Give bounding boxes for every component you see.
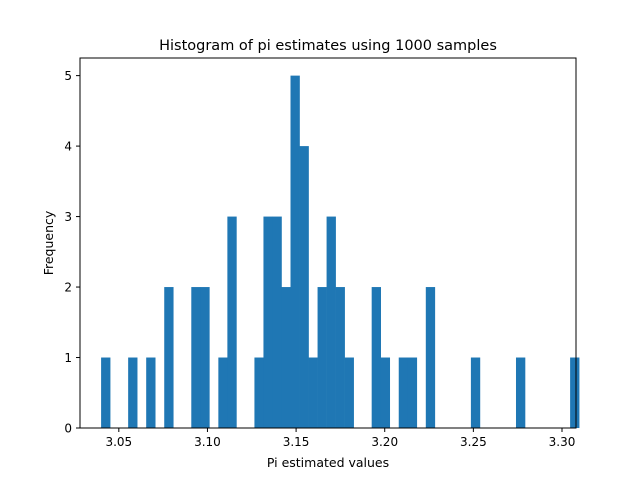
- y-tick-label: 0: [64, 422, 72, 436]
- histogram-bar: [146, 357, 156, 428]
- histogram-bar: [570, 357, 580, 428]
- x-tick-label: 3.05: [105, 435, 132, 449]
- histogram-bar: [515, 357, 526, 428]
- histogram-bar: [308, 357, 318, 428]
- histogram-bar: [344, 357, 354, 428]
- histogram-bar: [335, 287, 345, 428]
- x-tick-label: 3.15: [283, 435, 310, 449]
- histogram-bar: [317, 287, 327, 428]
- chart-title: Histogram of pi estimates using 1000 sam…: [159, 38, 497, 54]
- histogram-bar: [326, 216, 336, 428]
- histogram-bar: [299, 146, 309, 428]
- histogram-bar: [227, 216, 237, 428]
- x-tick-label: 3.10: [194, 435, 221, 449]
- histogram-bar: [101, 357, 111, 428]
- histogram-bar: [200, 287, 210, 428]
- x-tick-label: 3.30: [549, 435, 576, 449]
- y-tick-label: 4: [64, 140, 72, 154]
- histogram-bar: [425, 287, 436, 428]
- histogram-bar: [218, 357, 228, 428]
- plot-frame: [79, 57, 577, 429]
- x-axis-label: Pi estimated values: [267, 455, 389, 470]
- histogram-bar: [254, 357, 264, 428]
- histogram-bar: [398, 357, 409, 428]
- histogram-bar: [128, 357, 138, 428]
- histogram-bar: [371, 287, 381, 428]
- histogram-bar: [191, 287, 201, 428]
- x-tick-label: 3.20: [371, 435, 398, 449]
- bars-group: [101, 75, 580, 429]
- histogram-bar: [281, 287, 291, 428]
- y-axis-label: Frequency: [41, 210, 56, 275]
- y-tick-label: 2: [64, 281, 72, 295]
- histogram-bar: [470, 357, 481, 428]
- histogram-bar: [272, 216, 282, 428]
- histogram-bar: [380, 357, 391, 428]
- histogram-bar: [290, 75, 300, 429]
- y-tick-label: 3: [64, 210, 72, 224]
- x-axis-ticks: 3.05 3.10 3.15 3.20 3.25 3.30: [105, 428, 575, 449]
- y-axis-ticks: 0 1 2 3 4 5: [64, 69, 80, 436]
- histogram-bar: [164, 287, 174, 428]
- x-tick-label: 3.25: [460, 435, 487, 449]
- y-tick-label: 1: [64, 351, 72, 365]
- y-tick-label: 5: [64, 69, 72, 83]
- histogram-bar: [407, 357, 418, 428]
- histogram-bar: [263, 216, 273, 428]
